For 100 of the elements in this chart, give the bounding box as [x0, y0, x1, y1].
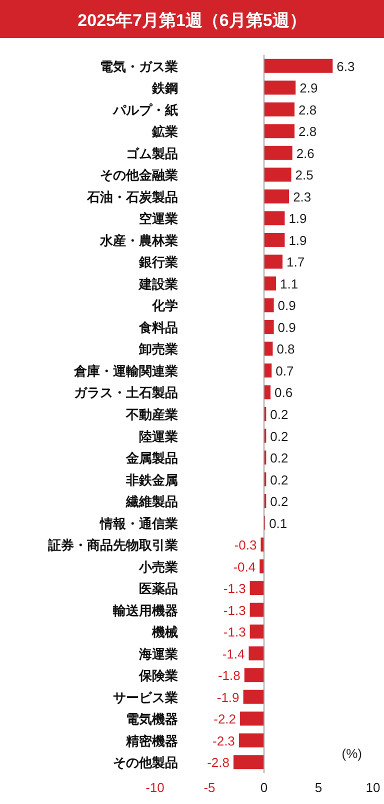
chart-title: 2025年7月第1週（6月第5週）	[78, 11, 306, 30]
data-label: -2.3	[212, 733, 235, 748]
y-tick-label: 小売業	[138, 559, 178, 574]
data-label: -0.4	[233, 559, 256, 574]
y-tick-label: 不動産業	[125, 407, 178, 422]
bar	[250, 624, 264, 639]
data-label: -1.3	[223, 581, 246, 596]
y-tick-label: 陸運業	[139, 428, 178, 444]
y-tick-label: 水産・農林業	[99, 232, 178, 248]
bar	[264, 342, 273, 356]
data-label: 1.9	[288, 211, 307, 226]
y-tick-label: パルプ・紙	[112, 102, 178, 118]
bar	[250, 602, 264, 617]
bar	[244, 668, 264, 682]
y-tick-label: 非鉄金属	[125, 472, 178, 488]
data-label: 0.1	[269, 516, 288, 531]
data-label: 6.3	[336, 58, 355, 74]
y-tick-label: 鉱業	[151, 124, 178, 140]
data-label: 1.9	[288, 232, 307, 248]
bar	[264, 276, 276, 290]
y-tick-label: 機械	[151, 624, 178, 640]
data-label: 2.8	[298, 102, 317, 118]
data-label: 2.9	[300, 80, 318, 96]
bar	[264, 102, 295, 116]
annotation: (%)	[342, 746, 362, 761]
y-tick-label: ガラス・土石製品	[74, 385, 178, 400]
y-tick-label: 金属製品	[125, 450, 178, 466]
y-tick-label: 卸売業	[138, 342, 178, 357]
bar	[264, 298, 274, 312]
y-tick-label: 鉄鋼	[151, 80, 178, 96]
data-label: 2.8	[298, 124, 317, 140]
y-tick-label: 医薬品	[139, 581, 178, 596]
bar	[233, 755, 264, 770]
bar	[264, 320, 274, 334]
bar	[240, 712, 264, 726]
bar	[264, 124, 295, 138]
bar	[264, 58, 333, 73]
x-tick-label: 0	[260, 780, 268, 795]
bar	[264, 189, 290, 204]
data-label: 0.9	[278, 298, 296, 314]
data-label: 1.1	[280, 276, 298, 292]
y-tick-label: その他製品	[113, 755, 178, 770]
bar	[264, 254, 283, 269]
y-tick-label: 食料品	[138, 320, 178, 335]
data-label: 0.2	[270, 428, 288, 444]
bar	[250, 581, 264, 596]
data-label: 0.2	[270, 472, 288, 488]
data-label: 0.2	[270, 407, 288, 422]
bar	[260, 559, 264, 574]
data-label: 0.8	[276, 342, 295, 357]
data-label: 0.2	[270, 494, 288, 510]
data-label: -1.9	[216, 690, 240, 705]
data-label: -1.3	[223, 624, 246, 640]
y-tick-label: 証券・商品先物取引業	[47, 538, 178, 553]
data-label: 2.5	[295, 168, 314, 183]
x-tick-label: 5	[314, 780, 322, 795]
y-tick-label: 電気・ガス業	[100, 58, 178, 74]
bar	[264, 146, 292, 160]
bar	[264, 168, 292, 182]
bar	[264, 363, 272, 378]
data-label: -1.4	[222, 646, 245, 662]
bar	[248, 646, 264, 660]
y-tick-label: 倉庫・運輸関連業	[73, 363, 178, 378]
data-label: 2.6	[296, 146, 314, 161]
y-tick-label: 情報・通信業	[99, 516, 178, 531]
data-label: -1.3	[223, 602, 246, 618]
data-label: 1.7	[286, 254, 305, 270]
y-tick-label: 建設業	[138, 276, 178, 292]
y-tick-label: 銀行業	[138, 254, 178, 270]
data-label: 0.2	[270, 450, 288, 466]
y-tick-label: 石油・石炭製品	[86, 189, 178, 204]
y-tick-label: 化学	[151, 298, 178, 314]
data-label: 0.9	[278, 320, 296, 335]
bar	[264, 385, 271, 400]
bar	[243, 690, 264, 704]
bar	[264, 232, 285, 247]
x-tick-label: 10	[366, 780, 380, 795]
bar	[238, 733, 264, 748]
x-tick-label: -10	[146, 780, 164, 795]
data-label: 2.3	[293, 189, 312, 204]
y-tick-label: 空運業	[139, 211, 178, 226]
data-label: -0.3	[234, 538, 257, 553]
data-label: -2.8	[207, 755, 230, 770]
y-tick-label: 輸送用機器	[112, 602, 178, 618]
bar	[260, 538, 264, 552]
y-tick-label: 保険業	[138, 668, 178, 684]
bar	[264, 211, 285, 226]
data-label: -1.8	[218, 668, 240, 684]
y-tick-label: その他金融業	[100, 168, 178, 183]
data-label: -2.2	[214, 712, 236, 727]
y-tick-label: 繊維製品	[125, 494, 178, 510]
bar	[264, 80, 296, 95]
y-tick-label: 海運業	[138, 646, 178, 662]
x-tick-label: -5	[204, 780, 216, 795]
y-tick-label: 電気機器	[126, 712, 178, 727]
data-label: 0.6	[274, 385, 293, 400]
y-tick-label: ゴム製品	[126, 146, 178, 161]
data-label: 0.7	[276, 363, 294, 378]
y-tick-label: 精密機器	[125, 733, 178, 748]
y-tick-label: サービス業	[113, 690, 178, 705]
